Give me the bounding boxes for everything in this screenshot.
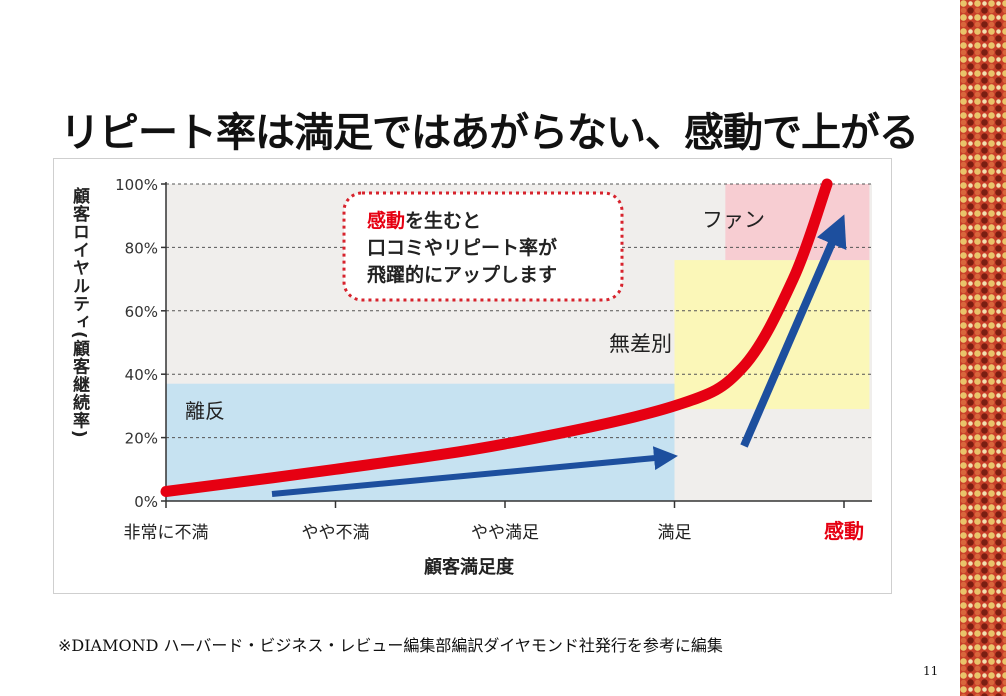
callout-line1-rest: を生むと	[405, 209, 481, 232]
decorative-border	[960, 0, 1006, 696]
curve-point	[792, 278, 794, 280]
chart-container: 0% 20% 40% 60% 80% 100% 非常に不満 やや不満 やや満足 満足 感動 離反 無…	[53, 158, 892, 594]
footnote: ※DIAMOND ハーバード・ビジネス・レビュー編集部編訳ダイヤモンド社発行を参…	[58, 636, 723, 655]
y-tick-label: 60%	[125, 303, 158, 321]
loyalty-chart: 0% 20% 40% 60% 80% 100% 非常に不満 やや不満 やや満足 満足 感動 離反 無…	[54, 159, 891, 593]
y-tick-label: 40%	[125, 366, 158, 384]
arrow-satisfaction	[271, 446, 678, 497]
svg-text:感動を生むと: 感動を生むと	[367, 209, 481, 232]
curve-point	[335, 468, 336, 470]
y-tick-label: 0%	[134, 493, 158, 511]
slide-title: リピート率は満足ではあがらない、感動で上がる	[60, 109, 919, 156]
x-tick-label: やや不満	[302, 523, 370, 543]
y-tick-label: 100%	[115, 176, 158, 194]
y-tick-label: 20%	[125, 430, 158, 448]
x-tick-label: やや満足	[471, 523, 539, 543]
x-tick-label: 感動	[824, 519, 864, 543]
curve-point	[504, 443, 506, 445]
region-label: 無差別	[609, 332, 672, 356]
arrow-kando	[740, 214, 847, 448]
x-tick-label: 満足	[658, 523, 692, 543]
callout-box: 感動を生むと 口コミやリピート率が 飛躍的にアップします	[342, 191, 624, 302]
callout-highlight: 感動	[367, 209, 405, 232]
y-axis-label: 顧客ロイヤルティ(顧客継続率)	[69, 186, 91, 439]
loyalty-curve	[160, 178, 833, 497]
region-label: 離反	[185, 399, 225, 423]
curve-point	[826, 183, 828, 185]
curve-point	[741, 367, 743, 369]
callout-line3: 飛躍的にアップします	[367, 263, 557, 286]
region-label: ファン	[702, 208, 765, 232]
curve-point	[674, 405, 675, 407]
y-tick-label: 80%	[125, 239, 158, 257]
x-axis-label: 顧客満足度	[424, 556, 515, 578]
x-tick-label: 非常に不満	[124, 523, 209, 543]
curve-point	[165, 490, 167, 492]
page-number: 11	[923, 664, 939, 678]
callout-line2: 口コミやリピート率が	[367, 236, 557, 259]
